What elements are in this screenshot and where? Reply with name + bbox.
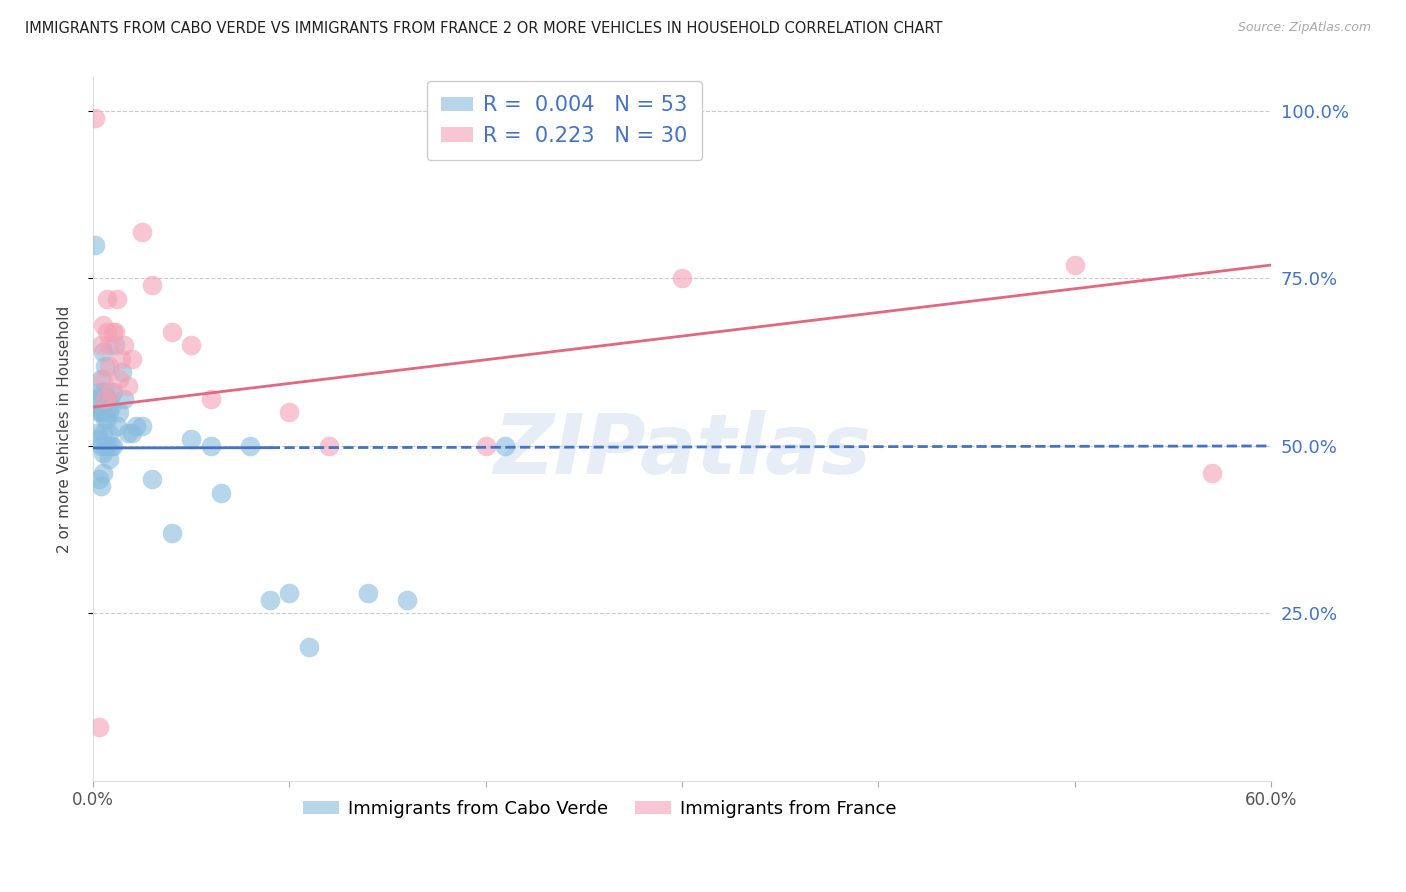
Point bbox=[87, 385, 110, 400]
Point bbox=[97, 405, 120, 419]
Point bbox=[84, 238, 107, 252]
Point bbox=[90, 372, 112, 386]
Point bbox=[180, 432, 202, 446]
Point bbox=[101, 325, 124, 339]
Point bbox=[96, 325, 118, 339]
Point bbox=[105, 418, 128, 433]
Text: ZIPatlas: ZIPatlas bbox=[494, 409, 870, 491]
Point bbox=[105, 292, 128, 306]
Point bbox=[90, 479, 112, 493]
Point bbox=[209, 486, 232, 500]
Point bbox=[131, 225, 153, 239]
Point bbox=[107, 405, 129, 419]
Point bbox=[97, 359, 120, 373]
Point bbox=[239, 439, 262, 453]
Point bbox=[200, 392, 222, 406]
Point bbox=[101, 385, 124, 400]
Point bbox=[91, 466, 114, 480]
Point bbox=[117, 425, 139, 440]
Point bbox=[474, 439, 496, 453]
Point bbox=[100, 439, 122, 453]
Point bbox=[112, 392, 135, 406]
Point bbox=[160, 526, 183, 541]
Point bbox=[91, 372, 114, 386]
Point bbox=[298, 640, 321, 654]
Point bbox=[94, 439, 117, 453]
Text: IMMIGRANTS FROM CABO VERDE VS IMMIGRANTS FROM FRANCE 2 OR MORE VEHICLES IN HOUSE: IMMIGRANTS FROM CABO VERDE VS IMMIGRANTS… bbox=[25, 21, 943, 37]
Point bbox=[91, 345, 114, 359]
Point bbox=[1201, 466, 1223, 480]
Point bbox=[97, 452, 120, 467]
Point bbox=[278, 586, 301, 600]
Point bbox=[112, 338, 135, 352]
Point bbox=[671, 271, 693, 285]
Point bbox=[200, 439, 222, 453]
Y-axis label: 2 or more Vehicles in Household: 2 or more Vehicles in Household bbox=[58, 306, 72, 553]
Point bbox=[94, 392, 117, 406]
Point bbox=[100, 385, 122, 400]
Text: Source: ZipAtlas.com: Source: ZipAtlas.com bbox=[1237, 21, 1371, 35]
Point bbox=[90, 439, 112, 453]
Point bbox=[91, 318, 114, 333]
Point bbox=[96, 439, 118, 453]
Point bbox=[121, 351, 143, 366]
Point bbox=[117, 378, 139, 392]
Point bbox=[100, 399, 122, 413]
Point bbox=[91, 445, 114, 459]
Point bbox=[1063, 258, 1085, 272]
Point bbox=[396, 593, 419, 607]
Point bbox=[318, 439, 340, 453]
Point bbox=[96, 392, 118, 406]
Point bbox=[104, 325, 127, 339]
Point bbox=[96, 292, 118, 306]
Point bbox=[90, 338, 112, 352]
Point bbox=[94, 412, 117, 426]
Point bbox=[87, 473, 110, 487]
Point bbox=[86, 425, 108, 440]
Point bbox=[91, 385, 114, 400]
Point bbox=[141, 473, 163, 487]
Point bbox=[259, 593, 281, 607]
Point bbox=[94, 359, 117, 373]
Point bbox=[121, 425, 143, 440]
Point bbox=[87, 720, 110, 734]
Point bbox=[97, 338, 120, 352]
Point bbox=[86, 392, 108, 406]
Point bbox=[278, 405, 301, 419]
Point bbox=[87, 405, 110, 419]
Point bbox=[90, 405, 112, 419]
Point bbox=[97, 425, 120, 440]
Point bbox=[91, 425, 114, 440]
Point bbox=[101, 439, 124, 453]
Point bbox=[94, 385, 117, 400]
Point bbox=[104, 338, 127, 352]
Point bbox=[141, 278, 163, 293]
Point bbox=[87, 432, 110, 446]
Point bbox=[125, 418, 148, 433]
Point bbox=[84, 111, 107, 125]
Point bbox=[107, 372, 129, 386]
Point bbox=[111, 365, 134, 379]
Legend: Immigrants from Cabo Verde, Immigrants from France: Immigrants from Cabo Verde, Immigrants f… bbox=[295, 792, 904, 825]
Point bbox=[357, 586, 380, 600]
Point bbox=[180, 338, 202, 352]
Point bbox=[160, 325, 183, 339]
Point bbox=[84, 399, 107, 413]
Point bbox=[91, 405, 114, 419]
Point bbox=[96, 412, 118, 426]
Point bbox=[494, 439, 516, 453]
Point bbox=[131, 418, 153, 433]
Point bbox=[110, 351, 132, 366]
